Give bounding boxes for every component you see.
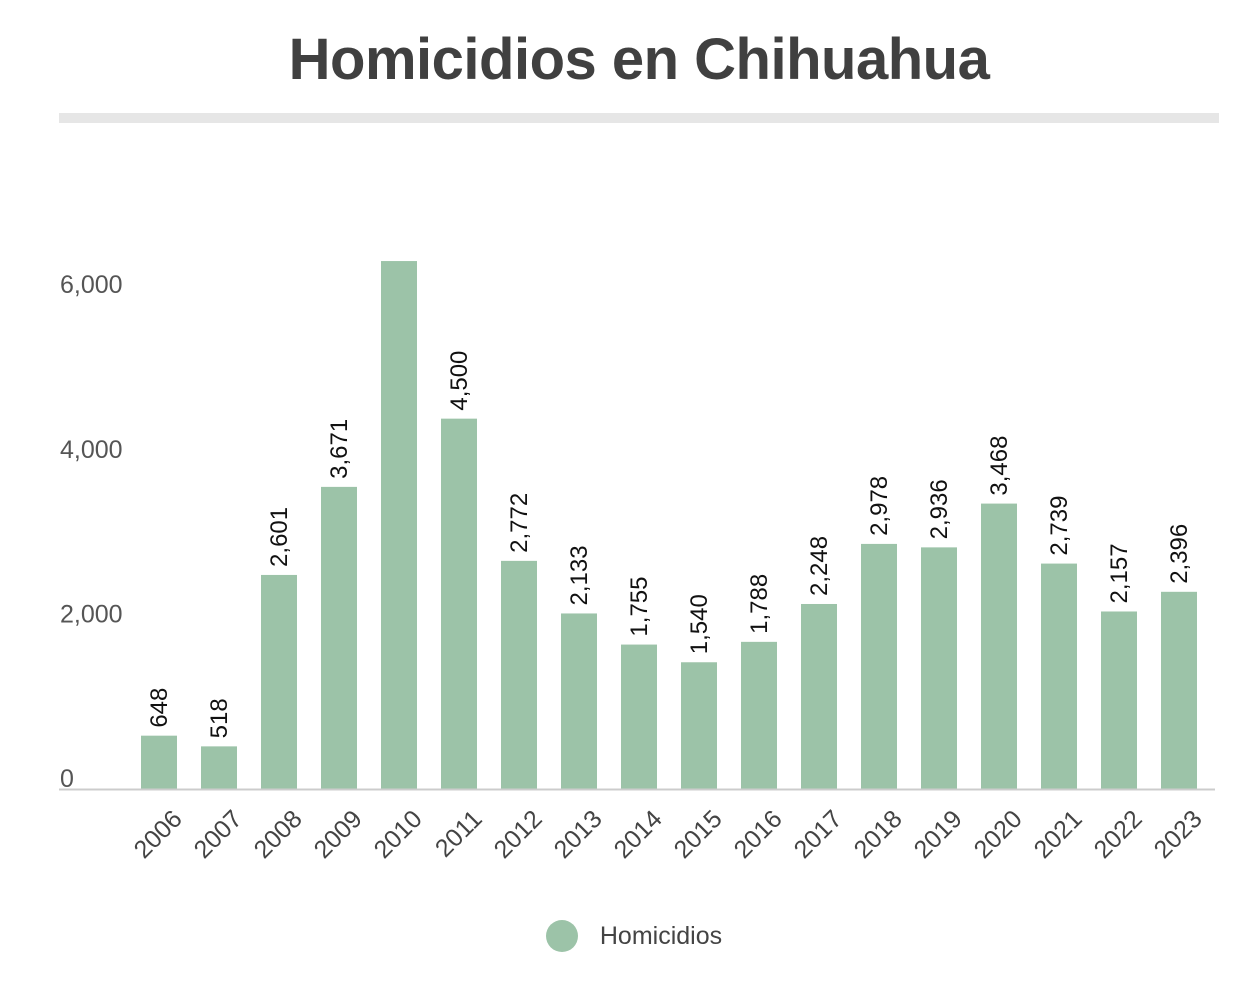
x-tick-label-2023: 2023	[1149, 805, 1208, 864]
y-tick-label: 2,000	[60, 600, 123, 628]
data-label-2013: 2,133	[566, 545, 593, 605]
bar-2008	[261, 574, 297, 789]
bar-2015	[681, 662, 717, 789]
bar-2019	[921, 547, 957, 789]
x-axis-labels: 2006 2007 2008 2009 2010 2011 2012 2013 2014 2015…	[129, 805, 1208, 864]
bar-2022	[1101, 611, 1137, 789]
data-labels: 648 518 2,601 3,671 4,500 2,772 2,133 1,755 1,54…	[146, 351, 1193, 739]
data-label-2011: 4,500	[446, 351, 473, 411]
x-tick-label-2014: 2014	[609, 805, 668, 864]
data-label-2022: 2,157	[1106, 543, 1133, 603]
bar-2020	[981, 503, 1017, 789]
bar-2007	[201, 746, 237, 789]
x-tick-label-2016: 2016	[729, 805, 788, 864]
data-label-2018: 2,978	[866, 476, 893, 536]
bar-2017	[801, 603, 837, 789]
x-tick-label-2019: 2019	[909, 805, 968, 864]
data-label-2008: 2,601	[266, 507, 293, 567]
bar-2018	[861, 543, 897, 789]
legend-label-homicidios: Homicidios	[599, 921, 723, 950]
bar-2013	[561, 613, 597, 789]
data-label-2015: 1,540	[686, 594, 713, 654]
y-tick-label: 6,000	[60, 271, 123, 299]
bars	[141, 261, 1197, 789]
data-label-2021: 2,739	[1046, 496, 1073, 556]
x-tick-label-2012: 2012	[489, 805, 548, 864]
chart-title: Homicidios en Chihuahua	[288, 27, 990, 92]
data-label-2019: 2,936	[926, 479, 953, 539]
data-label-2023: 2,396	[1166, 524, 1193, 584]
x-tick-label-2021: 2021	[1029, 805, 1088, 864]
bar-2016	[741, 641, 777, 789]
bar-2023	[1161, 591, 1197, 789]
y-tick-label: 0	[60, 765, 74, 793]
bar-2011	[441, 418, 477, 789]
x-tick-label-2022: 2022	[1089, 805, 1148, 864]
x-tick-label-2017: 2017	[789, 805, 848, 864]
x-tick-label-2008: 2008	[249, 805, 308, 864]
x-tick-label-2015: 2015	[669, 805, 728, 864]
data-label-2014: 1,755	[626, 577, 653, 637]
bar-2010	[381, 261, 417, 789]
x-tick-label-2011: 2011	[430, 805, 488, 863]
x-tick-label-2013: 2013	[549, 805, 608, 864]
x-tick-label-2010: 2010	[369, 805, 428, 864]
bar-2021	[1041, 563, 1077, 789]
x-tick-label-2007: 2007	[189, 805, 248, 864]
bar-2014	[621, 644, 657, 789]
x-tick-label-2018: 2018	[849, 805, 908, 864]
data-label-2012: 2,772	[506, 493, 533, 553]
y-axis-ticks: 0 2,000 4,000 6,000	[60, 271, 123, 793]
bar-2009	[321, 486, 357, 789]
bar-2012	[501, 560, 537, 789]
y-tick-label: 4,000	[60, 436, 123, 464]
data-label-2007: 518	[206, 698, 233, 738]
bar-2006	[141, 735, 177, 789]
data-label-2009: 3,671	[326, 419, 353, 479]
data-label-2020: 3,468	[986, 436, 1013, 496]
x-tick-label-2009: 2009	[309, 805, 368, 864]
legend-swatch-homicidios	[545, 920, 578, 952]
x-tick-label-2020: 2020	[969, 805, 1028, 864]
x-tick-label-2006: 2006	[129, 805, 188, 864]
data-label-2016: 1,788	[746, 574, 773, 634]
data-label-2017: 2,248	[806, 536, 833, 596]
legend: Homicidios	[0, 920, 1258, 952]
title-divider	[59, 113, 1219, 123]
data-label-2006: 648	[146, 688, 173, 728]
